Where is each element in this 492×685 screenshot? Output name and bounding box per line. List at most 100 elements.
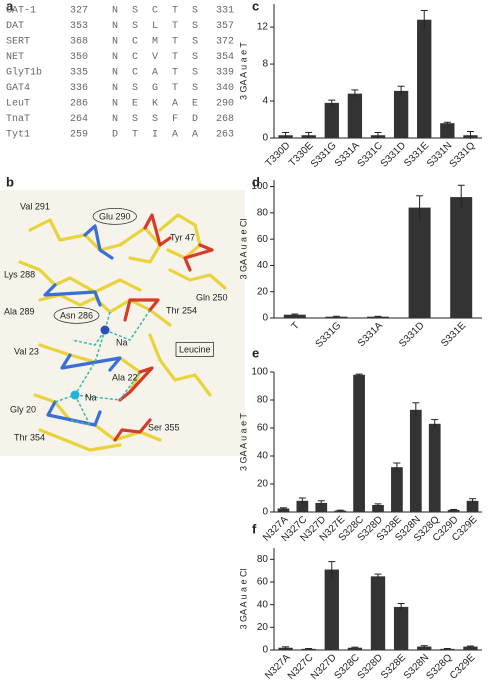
label-box xyxy=(175,341,214,357)
alignment-cell: GAT4 xyxy=(6,83,30,94)
alignment-cell: 336 xyxy=(70,83,88,94)
alignment-cell: 264 xyxy=(70,114,88,125)
bar xyxy=(367,316,389,318)
alignment-cell: S xyxy=(132,21,138,32)
alignment-cell: T xyxy=(172,37,178,48)
structure-label: Tyr 47 xyxy=(170,232,195,242)
alignment-cell: C xyxy=(152,6,158,17)
y-tick-label: 0 xyxy=(262,645,268,656)
x-tick-label: S328D xyxy=(356,652,385,681)
x-tick-label: S331C xyxy=(356,140,385,169)
alignment-cell: NET xyxy=(6,52,24,63)
alignment-cell: 357 xyxy=(216,21,234,32)
alignment-cell: S xyxy=(192,37,198,48)
alignment-cell: T xyxy=(172,6,178,17)
y-tick-label: 20 xyxy=(257,286,269,297)
x-tick-label: S331D xyxy=(379,140,408,169)
error-bar xyxy=(282,646,290,649)
alignment-cell: SERT xyxy=(6,37,30,48)
bar xyxy=(447,509,460,512)
y-tick-label: 40 xyxy=(257,451,269,462)
error-bar xyxy=(355,373,363,376)
structure-label: Na xyxy=(85,392,97,402)
alignment-cell: C xyxy=(132,52,138,63)
alignment-cell: I xyxy=(152,130,158,141)
error-bar xyxy=(443,648,451,650)
y-tick-label: 20 xyxy=(257,622,269,633)
alignment-cell: E xyxy=(132,99,138,110)
error-bar xyxy=(374,131,382,138)
structure-label: Na xyxy=(116,337,128,347)
structure-label: Val 291 xyxy=(20,201,50,211)
bar xyxy=(347,93,363,138)
bar xyxy=(463,646,478,650)
error-bar xyxy=(336,509,344,512)
alignment-cell: K xyxy=(152,99,158,110)
panel-label: b xyxy=(6,174,14,189)
error-bar xyxy=(443,121,451,125)
structure-label: Asn 286 xyxy=(60,310,93,320)
error-bar xyxy=(466,645,474,648)
alignment-cell: F xyxy=(172,114,178,125)
bar xyxy=(428,423,441,512)
bar xyxy=(283,314,306,318)
x-tick-label: S331G xyxy=(314,320,344,350)
y-tick-label: 100 xyxy=(251,181,268,192)
alignment-cell: S xyxy=(132,6,138,17)
bar xyxy=(372,505,384,512)
y-axis-label: 3 GA A u a e Cl xyxy=(238,568,248,629)
alignment-cell: A xyxy=(152,68,158,79)
y-tick-label: 60 xyxy=(257,577,269,588)
alignment-cell: T xyxy=(132,130,138,141)
structure-label: Ser 355 xyxy=(148,422,180,432)
x-tick-label: C329E xyxy=(448,652,478,682)
alignment-cell: N xyxy=(112,99,118,110)
alignment-cell: C xyxy=(132,37,138,48)
x-tick-label: S331A xyxy=(356,320,385,349)
alignment-cell: M xyxy=(152,37,158,48)
structure-sticks xyxy=(18,213,227,452)
alignment-cell: T xyxy=(172,52,178,63)
alignment-cell: N xyxy=(112,52,118,63)
alignment-cell: 354 xyxy=(216,52,234,63)
error-bar xyxy=(305,648,313,650)
structure-label: Glu 290 xyxy=(99,211,131,221)
alignment-cell: D xyxy=(192,114,198,125)
alignment-cell: GlyT1b xyxy=(6,67,42,79)
alignment-cell: 368 xyxy=(70,37,88,48)
alignment-cell: 335 xyxy=(70,68,88,79)
alignment-cell: A xyxy=(172,99,178,110)
bar xyxy=(324,102,339,138)
error-bar xyxy=(305,131,313,138)
bar xyxy=(440,648,455,650)
alignment-cell: A xyxy=(192,130,198,141)
alignment-cell: S xyxy=(192,21,198,32)
bar xyxy=(393,90,409,138)
alignment-cell: GAT-1 xyxy=(6,6,36,17)
bar xyxy=(325,316,348,318)
structure-label: Gln 250 xyxy=(196,292,228,302)
structure-background xyxy=(0,190,245,456)
error-bar xyxy=(328,561,336,578)
bar xyxy=(408,207,431,318)
y-tick-label: 40 xyxy=(257,599,269,610)
error-bar xyxy=(420,9,428,29)
error-bar xyxy=(282,131,290,138)
structure-label: Ala 22 xyxy=(112,372,138,382)
bar xyxy=(391,467,403,512)
y-tick-label: 60 xyxy=(257,423,269,434)
structure-label: Thr 254 xyxy=(166,305,197,315)
x-tick-label: S328C xyxy=(332,652,361,681)
error-bar xyxy=(351,89,359,98)
y-axis-label: 3 GA A u a e T xyxy=(238,42,248,100)
error-bar xyxy=(393,462,401,472)
alignment-cell: 268 xyxy=(216,114,234,125)
x-tick-label: T330D xyxy=(264,140,293,169)
error-bar xyxy=(412,402,420,417)
error-bar xyxy=(279,507,287,510)
x-tick-label: T xyxy=(290,320,302,332)
alignment-cell: T xyxy=(172,83,178,94)
bar xyxy=(393,606,409,650)
y-tick-label: 20 xyxy=(257,479,269,490)
alignment-cell: DAT xyxy=(6,21,24,32)
